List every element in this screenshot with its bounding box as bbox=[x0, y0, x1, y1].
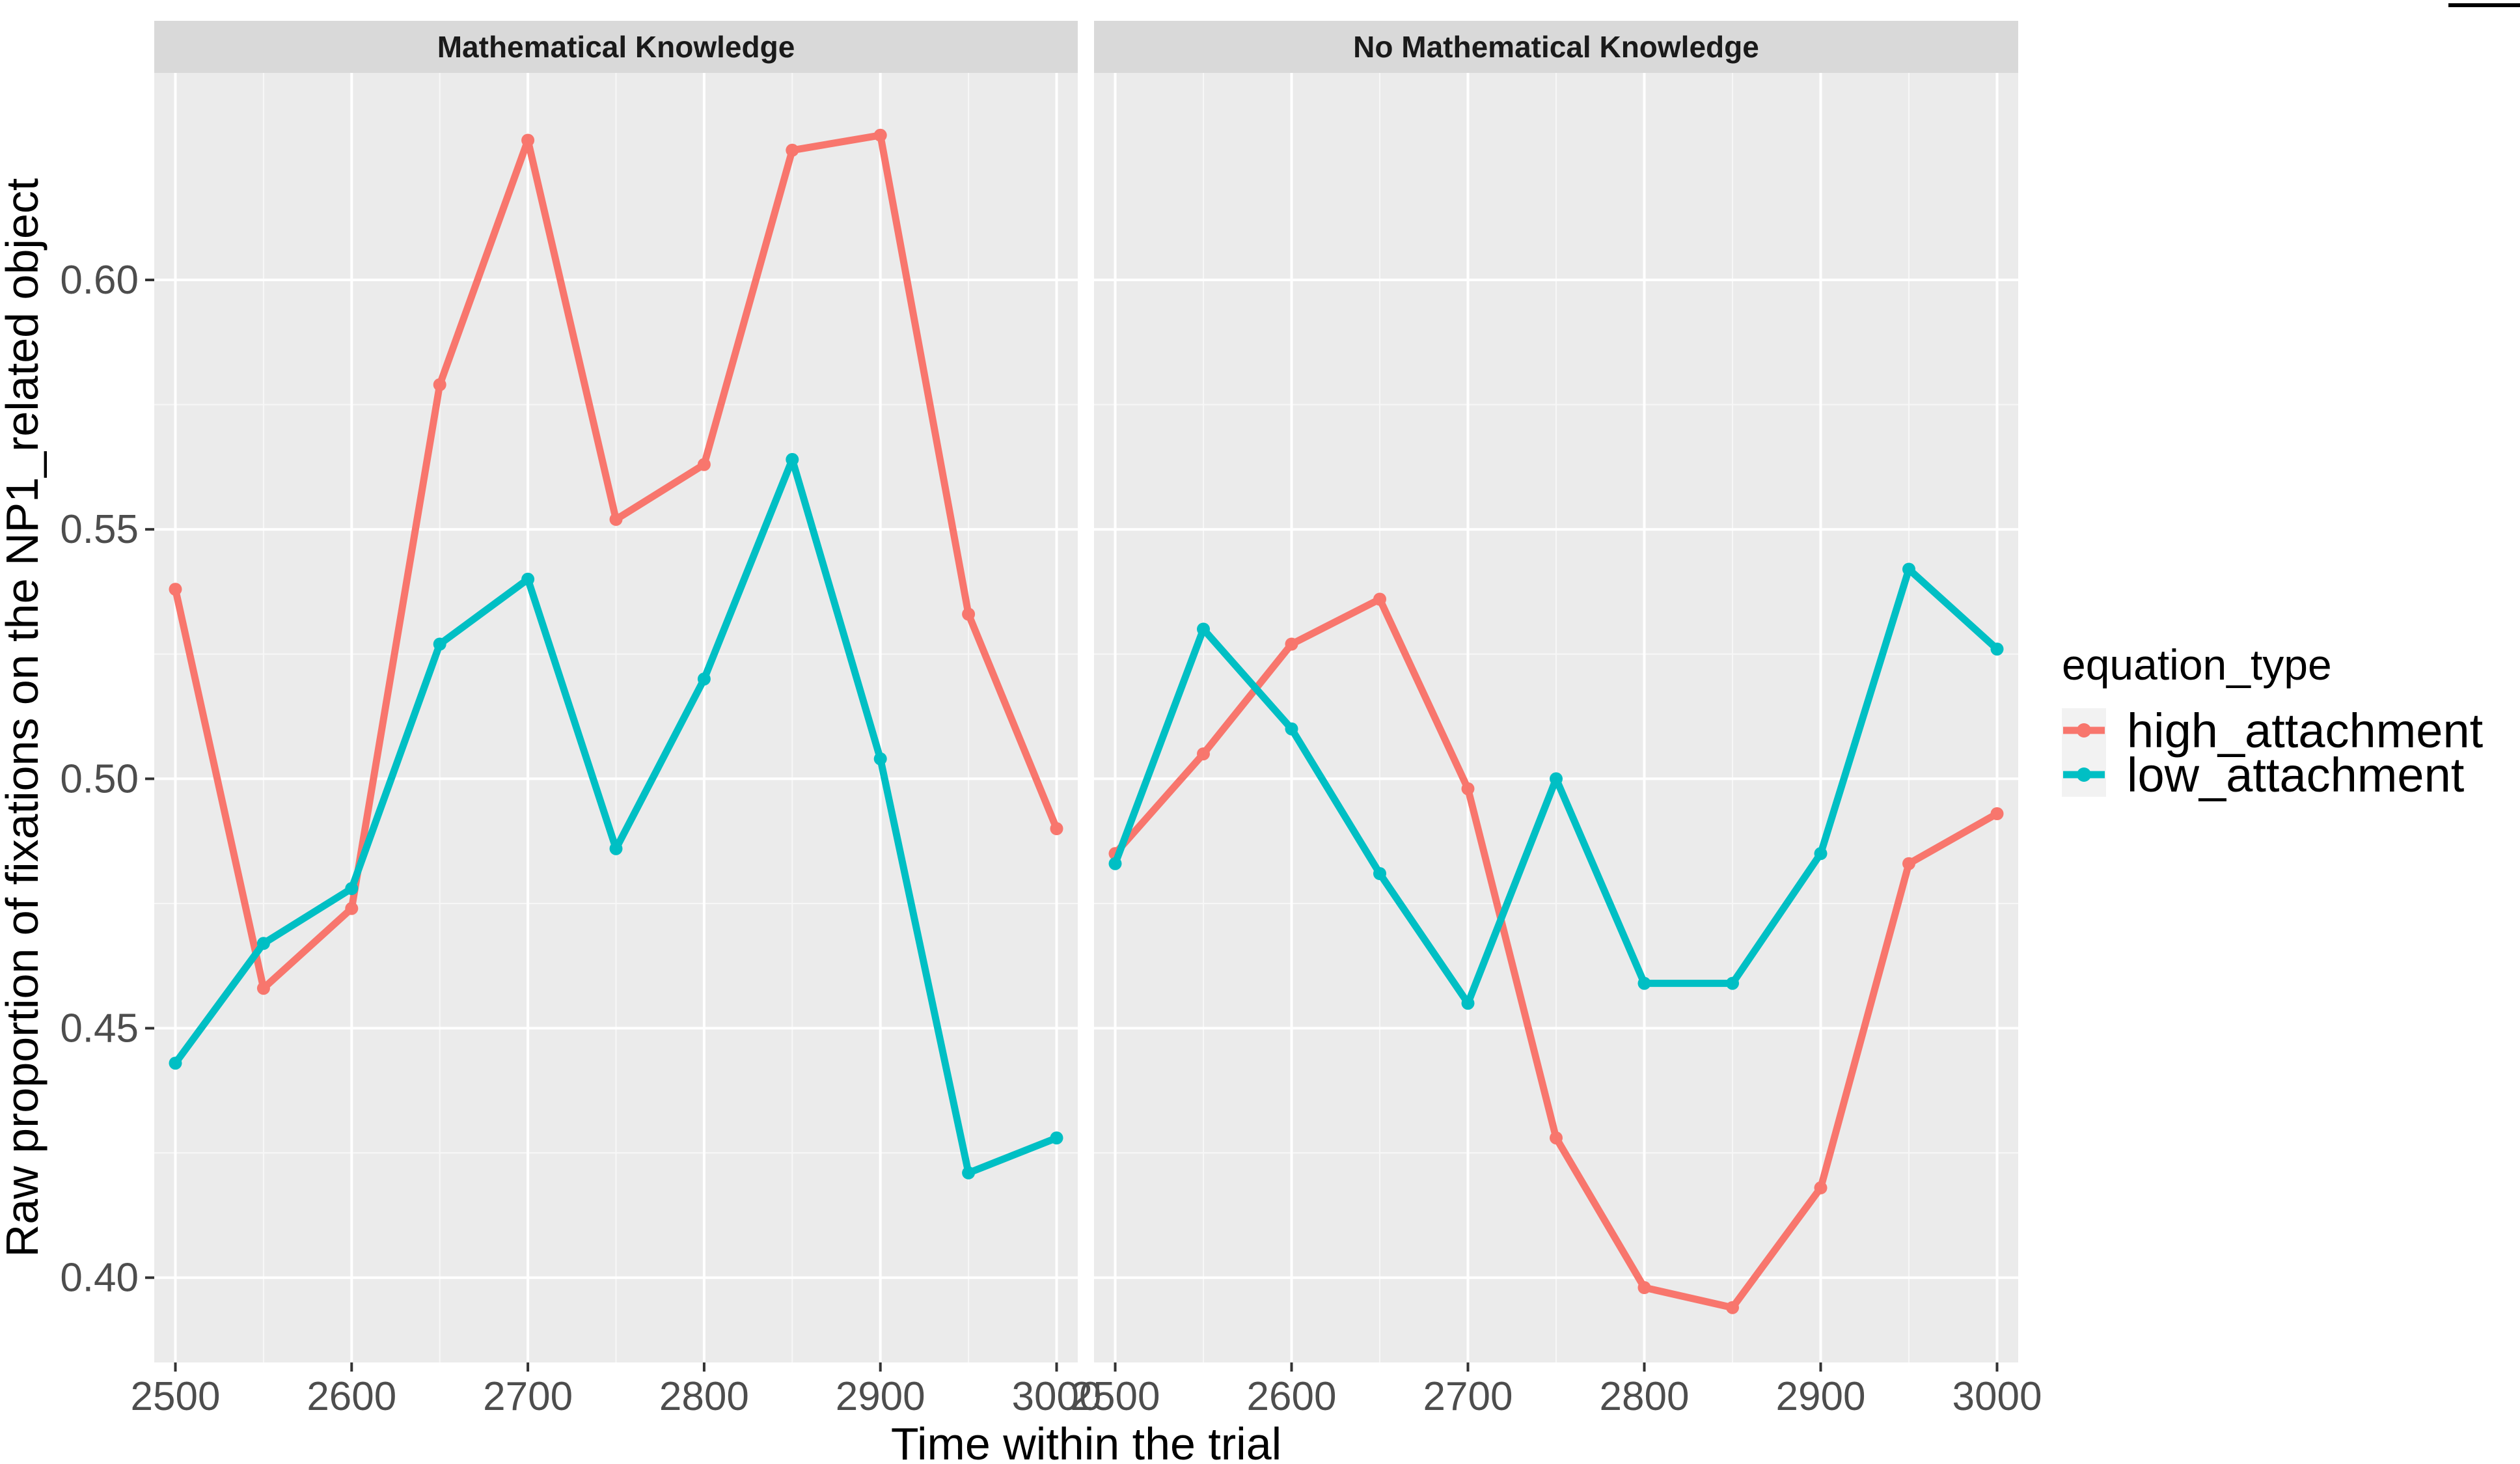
data-point-low-attachment bbox=[345, 882, 359, 895]
panel-title: Mathematical Knowledge bbox=[437, 30, 795, 64]
data-point-low-attachment bbox=[1285, 722, 1298, 736]
data-point-high-attachment bbox=[1461, 782, 1475, 795]
data-point-low-attachment bbox=[697, 672, 711, 686]
data-point-low-attachment bbox=[962, 1166, 976, 1180]
y-axis-title: Raw proportion of fixations on the NP1_r… bbox=[0, 178, 48, 1258]
data-point-high-attachment bbox=[1726, 1301, 1739, 1314]
legend: equation_type high_attachment low_attach… bbox=[2062, 641, 2484, 802]
data-point-low-attachment bbox=[1461, 997, 1475, 1010]
data-point-low-attachment bbox=[433, 637, 446, 651]
x-tick-label: 2700 bbox=[483, 1374, 573, 1419]
data-point-high-attachment bbox=[962, 607, 976, 621]
data-point-low-attachment bbox=[1197, 622, 1210, 636]
legend-label: low_attachment bbox=[2127, 748, 2465, 802]
data-point-high-attachment bbox=[1197, 747, 1210, 761]
data-point-low-attachment bbox=[1902, 562, 1915, 576]
panel-no-mathematical-knowledge: No Mathematical Knowledge bbox=[1094, 21, 2018, 1362]
data-point-low-attachment bbox=[256, 937, 270, 950]
data-point-low-attachment bbox=[521, 572, 535, 586]
gridlines bbox=[1094, 73, 2018, 1362]
data-point-high-attachment bbox=[256, 982, 270, 995]
legend-key-point bbox=[2077, 723, 2091, 738]
y-axis: 0.40 0.45 0.50 0.55 0.60 bbox=[60, 258, 154, 1301]
legend-item-high-attachment: high_attachment bbox=[2062, 704, 2484, 758]
y-tick-label: 0.50 bbox=[60, 756, 139, 801]
x-tick-label: 2800 bbox=[659, 1374, 749, 1419]
y-tick-label: 0.55 bbox=[60, 507, 139, 552]
legend-key-point bbox=[2077, 767, 2091, 782]
y-tick-label: 0.40 bbox=[60, 1256, 139, 1301]
data-point-high-attachment bbox=[609, 512, 623, 526]
data-point-high-attachment bbox=[1637, 1281, 1651, 1294]
data-point-low-attachment bbox=[1050, 1131, 1063, 1145]
panel-strip bbox=[154, 21, 1078, 73]
y-tick-label: 0.45 bbox=[60, 1006, 139, 1051]
x-axis-title: Time within the trial bbox=[891, 1418, 1281, 1464]
data-point-high-attachment bbox=[1814, 1181, 1828, 1195]
data-point-high-attachment bbox=[169, 583, 182, 596]
data-point-low-attachment bbox=[1550, 772, 1563, 786]
data-point-low-attachment bbox=[873, 752, 887, 766]
x-tick-label: 2500 bbox=[1071, 1374, 1160, 1419]
x-tick-label: 2700 bbox=[1423, 1374, 1513, 1419]
x-tick-label: 2800 bbox=[1600, 1374, 1690, 1419]
x-tick-label: 2600 bbox=[1247, 1374, 1337, 1419]
data-point-high-attachment bbox=[1902, 857, 1915, 870]
legend-item-low-attachment: low_attachment bbox=[2062, 748, 2465, 802]
data-point-low-attachment bbox=[169, 1057, 182, 1070]
x-tick-label: 3000 bbox=[1012, 1374, 1102, 1419]
data-point-low-attachment bbox=[786, 452, 799, 466]
data-point-low-attachment bbox=[1373, 867, 1386, 880]
data-point-high-attachment bbox=[433, 378, 446, 391]
data-point-high-attachment bbox=[1050, 822, 1063, 835]
data-point-high-attachment bbox=[1990, 807, 2004, 820]
x-tick-label: 2900 bbox=[836, 1374, 925, 1419]
data-point-high-attachment bbox=[1285, 637, 1298, 651]
gridlines bbox=[154, 73, 1078, 1362]
data-point-low-attachment bbox=[609, 842, 623, 855]
data-point-high-attachment bbox=[1373, 592, 1386, 606]
panel-strip bbox=[1094, 21, 2018, 73]
data-point-high-attachment bbox=[697, 458, 711, 471]
panel-title: No Mathematical Knowledge bbox=[1353, 30, 1759, 64]
x-tick-label: 2600 bbox=[307, 1374, 396, 1419]
data-point-low-attachment bbox=[1637, 976, 1651, 990]
data-point-high-attachment bbox=[521, 133, 535, 147]
data-point-low-attachment bbox=[1726, 976, 1739, 990]
legend-label: high_attachment bbox=[2127, 704, 2484, 758]
data-point-high-attachment bbox=[1550, 1131, 1563, 1145]
x-tick-label: 2900 bbox=[1776, 1374, 1866, 1419]
x-tick-label: 2500 bbox=[131, 1374, 221, 1419]
data-point-low-attachment bbox=[1990, 642, 2004, 656]
data-point-high-attachment bbox=[345, 902, 359, 915]
data-point-low-attachment bbox=[1108, 857, 1122, 870]
y-tick-label: 0.60 bbox=[60, 258, 139, 303]
data-point-high-attachment bbox=[873, 128, 887, 142]
series-group bbox=[169, 128, 1063, 1180]
data-point-high-attachment bbox=[786, 143, 799, 157]
x-tick-label: 3000 bbox=[1952, 1374, 2042, 1419]
legend-title: equation_type bbox=[2062, 641, 2332, 689]
panel-mathematical-knowledge: Mathematical Knowledge bbox=[154, 21, 1078, 1362]
series-group bbox=[1108, 562, 2004, 1314]
data-point-low-attachment bbox=[1814, 847, 1828, 861]
